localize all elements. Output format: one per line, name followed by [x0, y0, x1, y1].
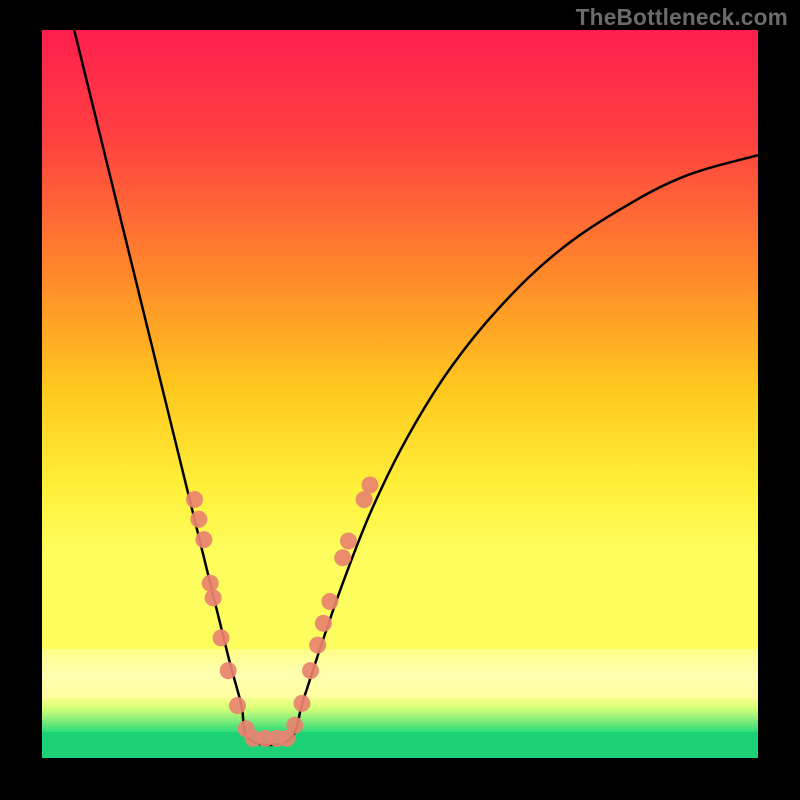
data-marker	[340, 533, 357, 550]
data-marker	[286, 717, 303, 734]
data-marker	[205, 589, 222, 606]
stage: TheBottleneck.com	[0, 0, 800, 800]
data-marker	[190, 511, 207, 528]
chart-overlay	[42, 30, 758, 758]
data-marker	[202, 575, 219, 592]
data-marker	[309, 637, 326, 654]
v-curve	[74, 30, 758, 745]
data-marker	[195, 531, 212, 548]
data-marker	[220, 662, 237, 679]
watermark-text: TheBottleneck.com	[576, 4, 788, 31]
data-marker	[356, 491, 373, 508]
data-marker	[315, 615, 332, 632]
data-marker	[334, 549, 351, 566]
data-marker	[361, 477, 378, 494]
data-marker	[213, 629, 230, 646]
data-marker	[186, 491, 203, 508]
data-marker	[321, 593, 338, 610]
data-marker	[229, 697, 246, 714]
data-marker	[302, 662, 319, 679]
marker-group	[186, 477, 378, 747]
plot-area	[42, 30, 758, 758]
data-marker	[293, 695, 310, 712]
